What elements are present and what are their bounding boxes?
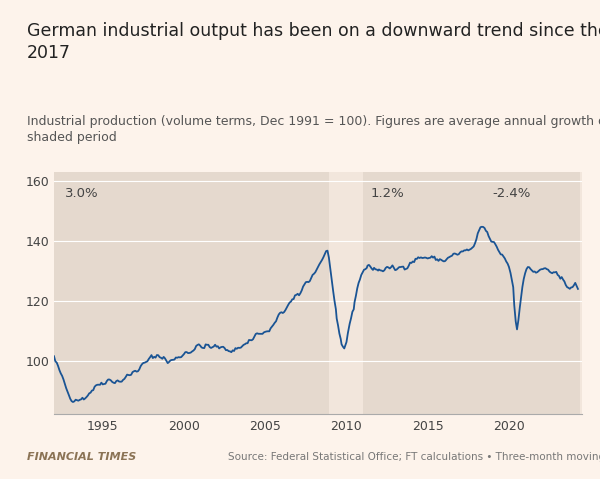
Text: -2.4%: -2.4% (493, 187, 531, 200)
Text: 1.2%: 1.2% (371, 187, 404, 200)
Bar (54, 172, 329, 414)
Text: 3.0%: 3.0% (65, 187, 99, 200)
Text: German industrial output has been on a downward trend since the end of
2017: German industrial output has been on a d… (27, 22, 600, 62)
Bar (362, 172, 475, 414)
Text: FINANCIAL TIMES: FINANCIAL TIMES (27, 452, 136, 462)
Text: Source: Federal Statistical Office; FT calculations • Three-month moving average: Source: Federal Statistical Office; FT c… (228, 452, 600, 462)
Bar (475, 172, 580, 414)
Text: Industrial production (volume terms, Dec 1991 = 100). Figures are average annual: Industrial production (volume terms, Dec… (27, 115, 600, 144)
